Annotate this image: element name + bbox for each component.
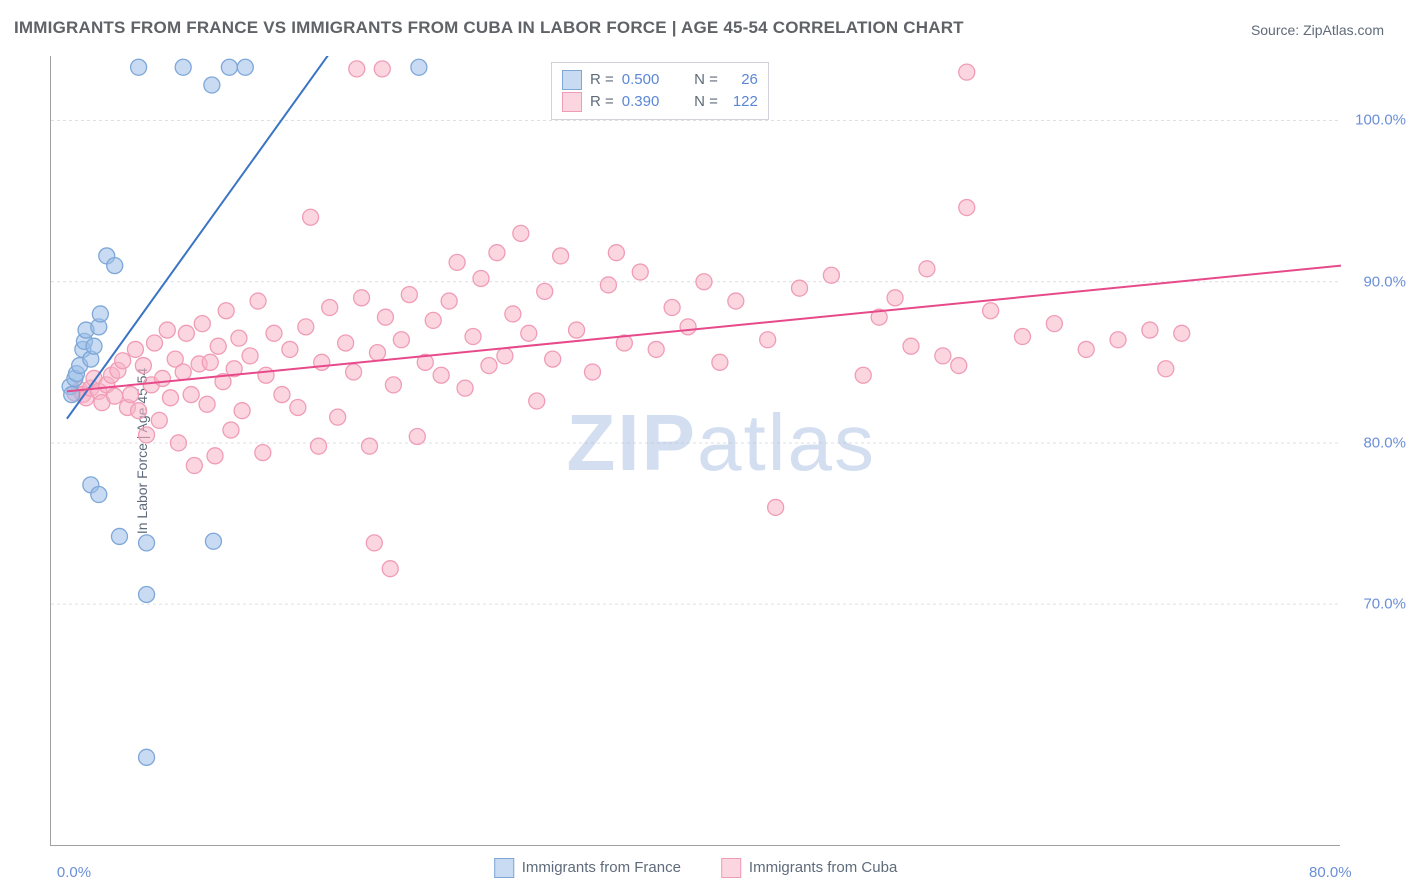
- series-legend-label: Immigrants from Cuba: [749, 857, 897, 879]
- y-tick-label: 70.0%: [1363, 596, 1406, 613]
- y-tick-label: 100.0%: [1355, 112, 1406, 129]
- legend-swatch: [562, 92, 582, 112]
- stats-legend: R = 0.500 N = 26R = 0.390 N = 122: [551, 62, 769, 120]
- x-tick-label-right: 80.0%: [1309, 864, 1352, 881]
- chart-svg: [51, 56, 1341, 846]
- chart-title: IMMIGRANTS FROM FRANCE VS IMMIGRANTS FRO…: [14, 18, 964, 38]
- plot-area: In Labor Force | Age 45-54 ZIPatlas R = …: [50, 56, 1340, 846]
- chart-source: Source: ZipAtlas.com: [1251, 22, 1384, 38]
- legend-swatch: [562, 70, 582, 90]
- x-tick-label-left: 0.0%: [57, 864, 91, 881]
- series-legend-item: Immigrants from France: [494, 857, 681, 879]
- legend-swatch: [494, 858, 514, 878]
- series-legend-item: Immigrants from Cuba: [721, 857, 897, 879]
- legend-swatch: [721, 858, 741, 878]
- stats-legend-row: R = 0.390 N = 122: [562, 91, 758, 113]
- y-tick-label: 80.0%: [1363, 434, 1406, 451]
- y-tick-label: 90.0%: [1363, 273, 1406, 290]
- series-legend-label: Immigrants from France: [522, 857, 681, 879]
- stats-legend-row: R = 0.500 N = 26: [562, 69, 758, 91]
- series-legend: Immigrants from France Immigrants from Cu…: [494, 857, 898, 879]
